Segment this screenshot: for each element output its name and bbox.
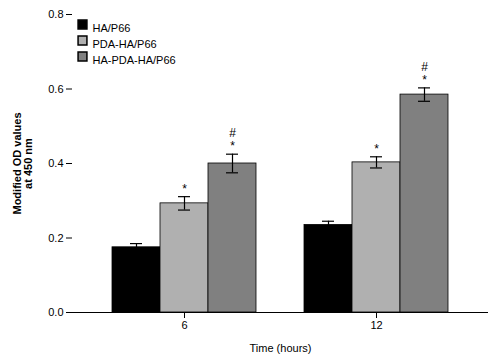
svg-text:12: 12	[370, 319, 382, 331]
svg-text:0.6: 0.6	[48, 83, 63, 95]
svg-text:0.8: 0.8	[48, 8, 63, 20]
svg-text:#: #	[421, 60, 428, 74]
svg-text:#: #	[229, 126, 236, 140]
svg-text:0.4: 0.4	[48, 157, 63, 169]
svg-text:*: *	[182, 182, 187, 196]
svg-text:6: 6	[181, 319, 187, 331]
svg-text:HA-PDA-HA/P66: HA-PDA-HA/P66	[93, 54, 176, 66]
svg-text:0.2: 0.2	[48, 232, 63, 244]
svg-text:Time (hours): Time (hours)	[250, 342, 312, 354]
svg-text:*: *	[422, 73, 427, 87]
svg-text:*: *	[230, 139, 235, 153]
svg-text:HA/P66: HA/P66	[93, 22, 131, 34]
svg-text:0.0: 0.0	[48, 306, 63, 318]
svg-text:Modified OD valuesat 450 nm: Modified OD valuesat 450 nm	[11, 112, 34, 214]
svg-text:*: *	[374, 142, 379, 156]
svg-text:PDA-HA/P66: PDA-HA/P66	[93, 38, 157, 50]
